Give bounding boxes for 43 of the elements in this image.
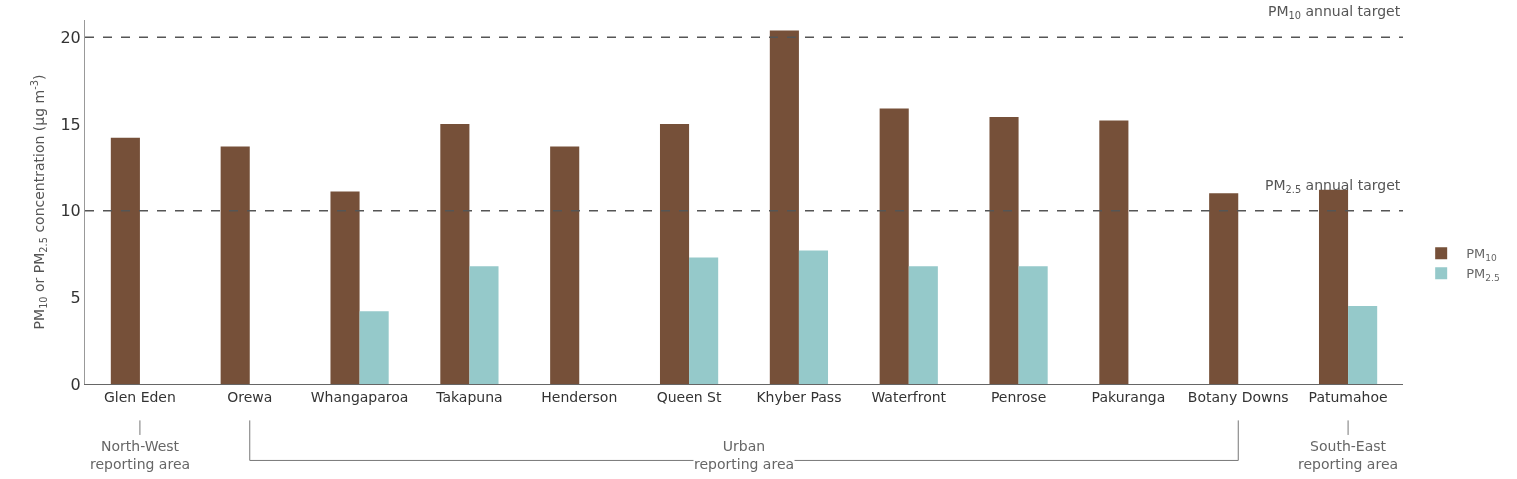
bar <box>769 30 799 384</box>
bar <box>798 250 829 384</box>
bar <box>469 266 499 384</box>
bar <box>440 124 470 384</box>
legend-label: PM$_{2.5}$ <box>1466 266 1500 284</box>
bar <box>220 146 250 384</box>
y-tick-label: 20 <box>60 27 81 47</box>
bar <box>689 257 719 384</box>
bar <box>879 108 909 384</box>
legend-label: PM$_{10}$ <box>1466 246 1498 264</box>
bar <box>1018 266 1048 384</box>
bar <box>989 117 1019 384</box>
x-tick-label: Orewa <box>227 388 273 405</box>
y-tick-label: 5 <box>70 287 81 307</box>
bar <box>1318 189 1349 384</box>
text: South-East reporting area <box>1298 438 1399 473</box>
bar <box>110 137 140 384</box>
x-tick-label: Pakuranga <box>1091 388 1166 405</box>
bar <box>1099 120 1129 384</box>
x-tick-label: Waterfront <box>871 388 947 405</box>
y-tick-label: 10 <box>60 201 81 221</box>
x-tick-label: Patumahoe <box>1308 388 1388 405</box>
bar <box>1209 193 1239 384</box>
bar <box>550 146 580 384</box>
y-tick-label: 15 <box>60 114 81 134</box>
bar <box>659 124 690 384</box>
bar <box>908 266 938 384</box>
x-tick-label: Botany Downs <box>1187 388 1289 405</box>
ref-line-label: PM$_{2.5}$ annual target <box>1265 177 1401 195</box>
x-tick-label: Takapuna <box>435 388 503 405</box>
x-tick-label: Penrose <box>990 388 1047 405</box>
x-tick-label: Henderson <box>541 388 618 405</box>
x-tick-label: Whangaparoa <box>310 388 409 405</box>
ref-line-label: PM$_{10}$ annual target <box>1268 3 1401 21</box>
x-tick-label: Khyber Pass <box>756 388 842 405</box>
text: Urban reporting area <box>694 438 795 473</box>
x-tick-label: Queen St <box>656 388 722 405</box>
bar <box>359 311 389 384</box>
bar <box>1348 306 1378 384</box>
text: North-West reporting area <box>90 438 191 473</box>
bar <box>330 191 360 384</box>
x-tick-label: Glen Eden <box>103 388 176 405</box>
y-tick-label: 0 <box>70 374 81 394</box>
